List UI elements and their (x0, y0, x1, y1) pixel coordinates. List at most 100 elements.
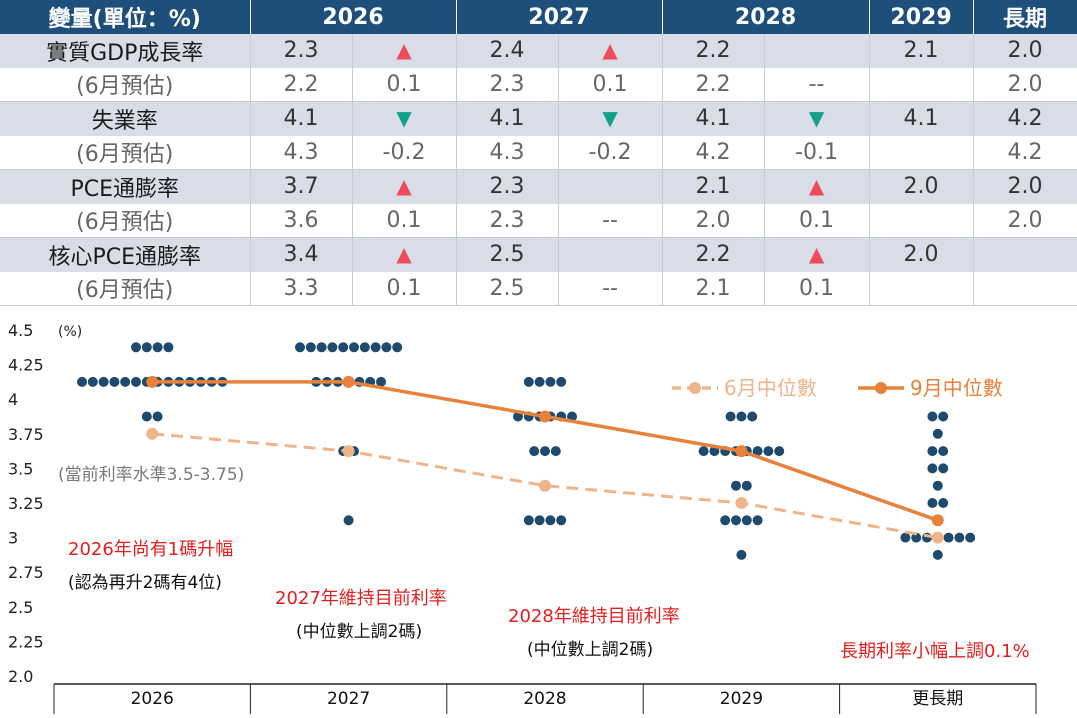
dot-mark (392, 342, 403, 353)
dot-mark (943, 532, 954, 543)
table-header-row: 變量(單位：%) 2026 2027 2028 2029 長期 (0, 0, 1077, 34)
june-value-cell: 2.5 (456, 271, 559, 306)
series-point (931, 531, 944, 544)
dot-mark (120, 376, 131, 387)
delta-cell: -0.1 (764, 135, 870, 170)
dot-mark (163, 342, 174, 353)
dot-mark (911, 532, 922, 543)
june-value-cell (869, 135, 974, 170)
y-tick-label: 3.75 (8, 425, 44, 444)
dot-mark (763, 446, 774, 457)
june-value-cell: 2.0 (973, 67, 1077, 102)
series-point (342, 375, 355, 388)
dot-mark (900, 532, 911, 543)
dot-mark (954, 532, 965, 543)
june-value-cell: 3.6 (250, 203, 353, 238)
dot-mark (741, 480, 752, 491)
dot-mark (938, 498, 949, 508)
table-row-0: 實質GDP成長率 2.3 ▲ 2.4 ▲ 2.2 2.1 2.0 (0, 34, 1077, 68)
table-row-1: 失業率 4.1 ▼ 4.1 ▼ 4.1 ▼ 4.1 4.2 (0, 101, 1077, 136)
dot-mark (938, 411, 949, 422)
delta-cell: -- (558, 271, 663, 306)
delta-cell: -0.2 (558, 135, 663, 170)
value-cell: 2.3 (250, 34, 353, 68)
value-cell: 4.1 (662, 101, 765, 136)
dot-mark (709, 446, 720, 457)
header-2029: 2029 (869, 0, 974, 34)
june-value-cell: 2.2 (250, 67, 353, 102)
header-variable: 變量(單位：%) (0, 0, 251, 34)
dot-mark (927, 498, 938, 508)
annotation-text: (中位數上調2碼) (296, 622, 422, 642)
dot-mark (349, 342, 359, 353)
legend-label: 9月中位數 (910, 376, 1003, 400)
dot-mark (938, 463, 949, 474)
dot-mark (774, 446, 785, 457)
table-row-2: PCE通膨率 3.7 ▲ 2.3 2.1 ▲ 2.0 2.0 (0, 169, 1077, 204)
arrow-cell (558, 237, 663, 272)
table-row-june-3: (6月預估) 3.3 0.1 2.5 -- 2.1 0.1 (0, 271, 1077, 306)
delta-cell: 0.1 (352, 67, 457, 102)
value-cell: 4.2 (973, 101, 1077, 136)
value-cell: 2.4 (456, 34, 559, 68)
y-tick-label: 3.5 (8, 459, 33, 478)
legend-swatch-point (875, 382, 887, 394)
y-tick-label: 2.0 (8, 667, 33, 686)
dot-mark (545, 376, 556, 387)
series-point (735, 445, 748, 458)
june-value-cell: 2.0 (662, 203, 765, 238)
value-cell: 2.3 (456, 169, 559, 204)
value-cell: 2.0 (973, 34, 1077, 68)
dot-mark (752, 515, 763, 526)
x-tick-label: 2028 (523, 689, 566, 709)
dot-mark (77, 376, 87, 387)
dot-mark (752, 446, 763, 457)
dot-mark (152, 342, 163, 353)
y-tick-label: 2.75 (8, 563, 44, 582)
dot-mark (741, 515, 752, 526)
table-row-3: 核心PCE通膨率 3.4 ▲ 2.5 2.2 ▲ 2.0 (0, 237, 1077, 272)
dot-mark (305, 342, 316, 353)
value-cell: 4.1 (869, 101, 974, 136)
up-arrow-icon: ▲ (396, 242, 412, 267)
dot-mark (927, 411, 938, 422)
series-point (146, 375, 159, 388)
value-cell: 2.0 (973, 169, 1077, 204)
series-point (931, 514, 944, 527)
arrow-cell: ▼ (352, 101, 457, 136)
legend-label: 6月中位數 (724, 376, 817, 400)
y-tick-label: 4.5 (8, 321, 33, 340)
dot-mark (98, 376, 109, 387)
arrow-cell: ▲ (352, 169, 457, 204)
june-value-cell (973, 271, 1077, 306)
annotation-text: 2028年維持目前利率 (508, 606, 680, 627)
annotation-text: 2026年尚有1碼升幅 (68, 539, 233, 560)
dot-mark (736, 549, 747, 560)
annotation-text: 2027年維持目前利率 (275, 588, 447, 609)
delta-cell: -- (764, 67, 870, 102)
dot-mark (338, 342, 349, 353)
dot-mark (698, 446, 709, 457)
dot-mark (376, 376, 386, 387)
x-tick-label: 2026 (131, 689, 174, 709)
value-cell: 4.1 (250, 101, 353, 136)
arrow-cell: ▲ (352, 237, 457, 272)
series-point (146, 427, 159, 440)
delta-cell: 0.1 (764, 203, 870, 238)
dot-mark (131, 342, 141, 353)
dot-mark (720, 515, 731, 526)
dot-mark (927, 446, 938, 457)
dot-mark (141, 411, 152, 422)
value-cell: 2.1 (662, 169, 765, 204)
june-value-cell (869, 203, 974, 238)
dot-mark (359, 342, 370, 353)
dot-mark (87, 376, 98, 387)
june-value-cell: 2.3 (456, 67, 559, 102)
dot-mark (731, 480, 741, 491)
y-tick-label: 4 (8, 390, 18, 409)
june-value-cell: 2.1 (662, 271, 765, 306)
value-cell: 3.4 (250, 237, 353, 272)
up-arrow-icon: ▲ (808, 174, 825, 199)
table-row-june-0: (6月預估) 2.2 0.1 2.3 0.1 2.2 -- 2.0 (0, 67, 1077, 102)
dot-mark (141, 342, 152, 353)
